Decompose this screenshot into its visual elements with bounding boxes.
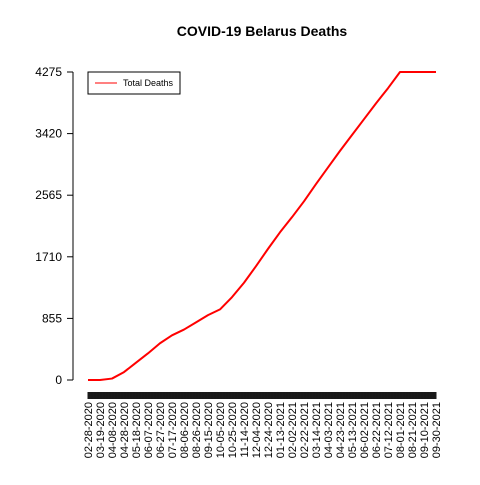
x-tick-label: 08-21-2021 [407, 402, 419, 458]
legend-box [87, 71, 181, 95]
x-tick-label: 02-22-2021 [299, 402, 311, 458]
x-tick-label: 04-03-2021 [323, 402, 335, 458]
x-tick-label: 09-15-2020 [203, 402, 215, 458]
x-tick-label: 03-14-2021 [311, 402, 323, 458]
x-tick-label: 07-12-2021 [383, 402, 395, 458]
y-tick-label: 0 [55, 373, 62, 387]
x-tick-label: 02-02-2021 [287, 402, 299, 458]
x-tick-label: 10-05-2020 [215, 402, 227, 458]
y-tick-label: 4275 [35, 65, 62, 79]
x-tick-label: 04-28-2020 [119, 402, 131, 458]
y-tick-label: 2565 [35, 188, 62, 202]
x-tick-label: 11-14-2020 [239, 402, 251, 457]
x-tick-label: 05-18-2020 [131, 402, 143, 458]
x-tick-label: 10-25-2020 [227, 402, 239, 458]
x-tick-label: 12-04-2020 [251, 402, 263, 458]
x-tick-label: 07-17-2020 [167, 402, 179, 458]
y-tick-label: 855 [42, 311, 62, 325]
x-tick-label: 12-24-2020 [263, 402, 275, 458]
series-line-0 [88, 71, 436, 381]
x-tick-label: 08-26-2020 [191, 402, 203, 458]
x-tick-label: 06-07-2020 [143, 402, 155, 458]
x-tick-label: 06-22-2021 [371, 402, 383, 458]
x-tick-label: 04-23-2021 [335, 402, 347, 458]
x-tick-label: 05-13-2021 [347, 402, 359, 458]
x-tick-label: 02-28-2020 [83, 402, 95, 458]
x-axis-ticks: 02-28-2020 03-19-2020 04-08-2020 04-28-2020… [83, 392, 443, 458]
x-tick-label: 01-13-2021 [275, 402, 287, 458]
x-tick-label: 08-06-2020 [179, 402, 191, 458]
legend-label: Total Deaths [123, 78, 174, 88]
x-tick-label: 03-19-2020 [95, 402, 107, 458]
x-tick-label: 04-08-2020 [107, 402, 119, 458]
x-tick-label: 06-02-2021 [359, 402, 371, 458]
legend: Total Deaths [87, 71, 181, 95]
chart-title: COVID-19 Belarus Deaths [177, 23, 348, 39]
x-tick-label: 08-01-2021 [395, 402, 407, 458]
x-tick-label: 09-30-2021 [431, 402, 443, 458]
x-tick-label: 09-10-2021 [419, 402, 431, 458]
series-layer [88, 71, 436, 381]
y-axis-ticks: 0 855 1710 2565 3420 4275 [35, 65, 73, 387]
y-tick-label: 1710 [35, 250, 62, 264]
y-tick-label: 3420 [35, 127, 62, 141]
x-tick-label: 06-27-2020 [155, 402, 167, 458]
